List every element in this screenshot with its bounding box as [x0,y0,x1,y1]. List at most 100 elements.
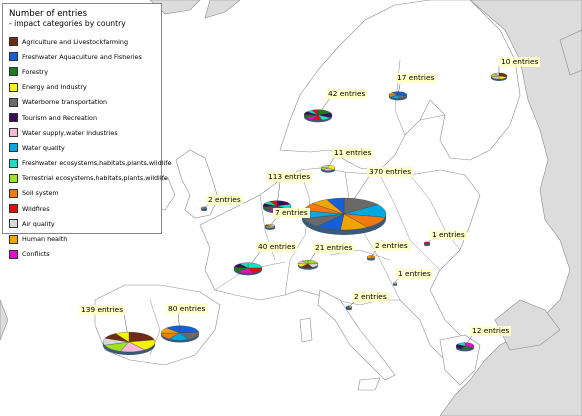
callout-italy: 2 entries [352,292,389,302]
legend-label: Water supply,water industries [22,128,118,137]
legend-label: Tourism and Recreation [22,113,97,122]
legend-item: Forestry [9,64,161,79]
legend-item: Terrestrial ecosystems,habitats,plants,w… [9,171,168,186]
pie-side [298,264,318,270]
legend-label: Wildfires [22,204,50,213]
legend-swatch [9,188,18,198]
legend-label: Terrestrial ecosystems,habitats,plants,w… [22,174,168,183]
callout-belgium: 7 entries [273,208,310,218]
legend-label: Waterborne transportation [22,98,108,107]
legend-swatch [9,128,18,138]
legend-item: Water supply,water industries [9,125,161,140]
legend-item: Wildfires [9,201,161,216]
callout-hungary: 1 entries [396,269,433,279]
legend-item: Air quality [9,216,161,231]
pie-side [367,257,375,261]
legend-item: Human health [9,231,161,246]
pie-side [321,168,335,173]
legend-swatch [9,204,18,214]
legend-swatch [9,37,18,47]
legend-swatch [9,234,18,244]
pie-side [161,333,199,343]
callout-switzerland: 21 entries [313,243,355,253]
pie-slice [370,255,376,259]
callout-sweden: 17 entries [395,73,437,83]
callout-greece: 12 entries [470,326,512,336]
legend-label: Human health [22,235,68,244]
pie-slice [392,282,398,284]
legend-swatch [9,173,18,183]
callout-germany: 370 entries [367,167,414,177]
pie-side [302,214,386,235]
pie-slice [321,165,329,169]
legend-item: Freshwater ecosystems,habitats,plants,wi… [9,156,171,171]
pie-slice [456,342,466,347]
pie-side [424,243,431,247]
legend-label: Conflicts [22,250,50,259]
legend-swatch [9,113,18,123]
legend-swatch [9,97,18,107]
pie-slice [239,262,249,269]
callout-france: 40 entries [256,242,298,252]
legend-label: Freshwater ecosystems,habitats,plants,wi… [22,159,172,168]
legend-swatch [9,249,18,259]
callout-austria: 2 entries [373,241,410,251]
pie-slice [391,91,399,96]
legend-item: Energy and Industry [9,80,161,95]
legend-box: Number of entries - impact categories by… [2,3,171,259]
pie-slice [265,223,271,227]
legend-label: Agriculture and Livestockfarming [22,37,129,46]
callout-finland: 10 entries [499,57,541,67]
legend-swatch [9,52,18,62]
legend-item: Conflicts [9,247,161,262]
pie-slice [115,331,130,343]
pie-slice [326,197,345,215]
legend-swatch [9,219,18,229]
pie-slice [166,325,181,334]
legend-label: Freshwater Aquaculture and Fisheries [22,52,142,61]
callout-netherlands: 113 entries [266,172,313,182]
pie-slice [366,255,372,259]
pie-side [346,307,352,311]
pie-side [304,115,332,123]
legend-swatch [9,82,18,92]
callout-spain: 80 entries [166,304,208,314]
pie-side [389,95,407,101]
legend-label: Energy and Industry [22,83,87,92]
legend-swatch [9,143,18,153]
legend-swatch [9,67,18,77]
pie-slice [311,109,319,116]
callout-uk: 2 entries [206,195,243,205]
pie-side [234,268,262,276]
pie-side [201,208,207,212]
pie-slice [345,305,350,309]
pie-slice [128,331,155,343]
legend-title: Number of entries [9,9,88,19]
legend-items: Agriculture and Livestockfarming Freshwat… [9,34,171,262]
legend-item: Waterborne transportation [9,95,161,110]
pie-slice [269,200,278,207]
pie-slice [493,72,500,77]
legend-label: Forestry [22,67,49,76]
legend-subtitle: - impact categories by country [9,19,126,28]
legend-item: Freshwater Aquaculture and Fisheries [9,49,161,64]
callout-norway: 42 entries [326,89,368,99]
legend-item: Tourism and Recreation [9,110,161,125]
pie-side [103,342,155,355]
legend-item: Agriculture and Livestockfarming [9,34,161,49]
legend-item: Soil system [9,186,161,201]
callout-portugal: 139 entries [79,305,126,315]
pie-side [456,346,474,352]
legend-label: Water quality [22,143,65,152]
pie-slice [203,206,208,210]
pie-slice [200,206,205,210]
pie-slice [301,260,309,265]
legend-label: Air quality [22,219,55,228]
pie-slice [423,241,431,245]
legend-label: Soil system [22,189,59,198]
pie-side [491,76,507,82]
legend-swatch [9,158,18,168]
legend-item: Water quality [9,140,161,155]
